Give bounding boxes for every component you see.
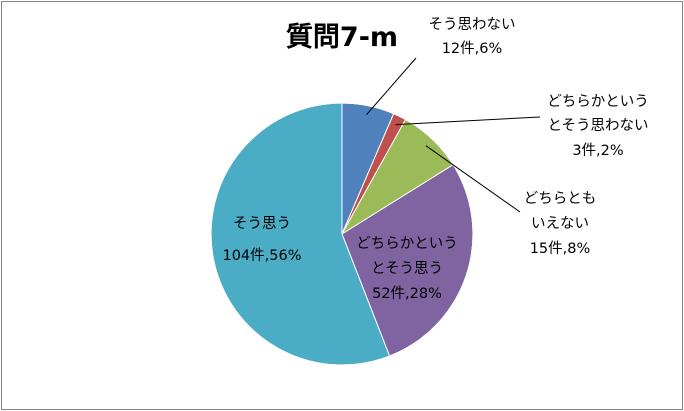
- slice-label-name-3a: どちらかという: [356, 235, 458, 252]
- pie-outline: [210, 102, 474, 366]
- slice-label-name-3b: とそう思う: [371, 261, 443, 277]
- slice-label-name-1b: とそう思わない: [547, 117, 648, 134]
- slice-label-name-2b: いえない: [531, 215, 589, 232]
- chart-title: 質問7-m: [286, 22, 398, 53]
- leader-line-2: [425, 145, 521, 213]
- slice-label-value-4: 104件,56%: [222, 247, 301, 264]
- slice-label-value-2: 15件,8%: [530, 240, 591, 257]
- slice-label-value-1: 3件,2%: [572, 142, 623, 159]
- leader-line-1: [395, 116, 541, 126]
- slice-label-value-0: 12件,6%: [442, 40, 503, 57]
- slice-label-name-1a: どちらかという: [547, 93, 649, 110]
- leader-line-0: [366, 57, 417, 116]
- slice-label-name-2a: どちらとも: [524, 190, 597, 207]
- slice-label-name-0: そう思わない: [429, 16, 516, 33]
- slice-label-value-3: 52件,28%: [372, 285, 442, 302]
- slice-label-name-4: そう思う: [233, 216, 291, 232]
